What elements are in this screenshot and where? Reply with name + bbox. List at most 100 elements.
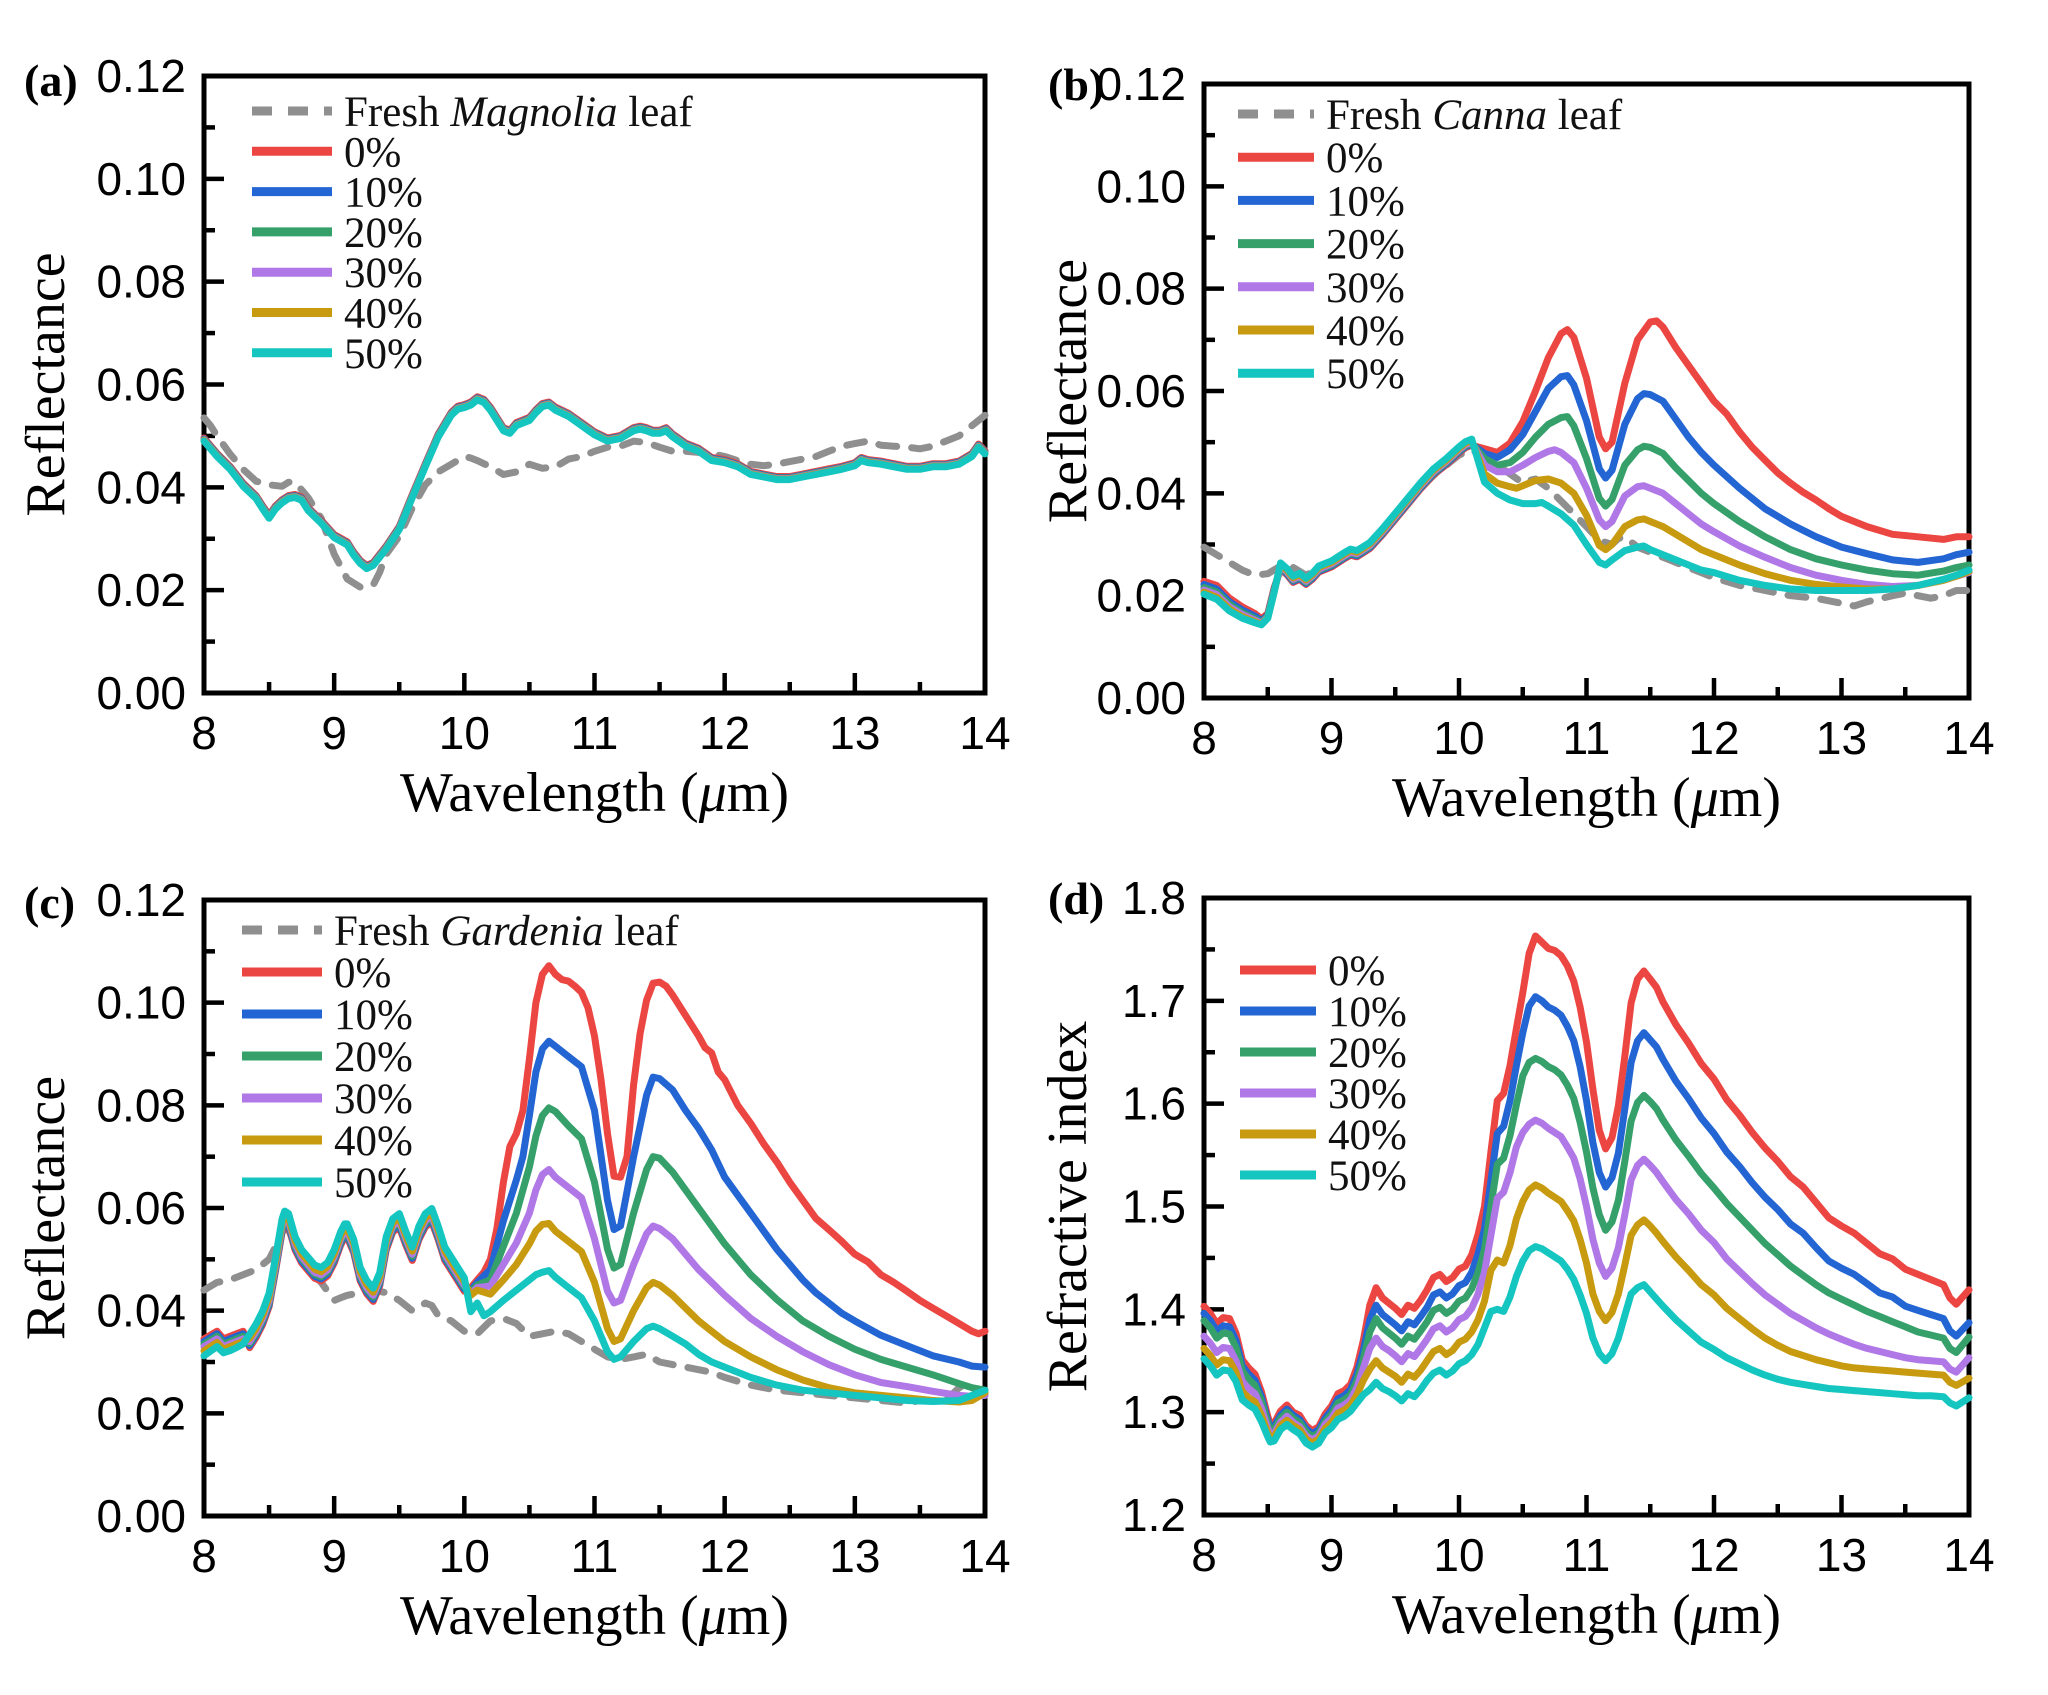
legend-item-20pct: 20% (1238, 222, 1405, 269)
series-lines (200, 962, 989, 1407)
legend-label: 0% (1326, 135, 1383, 182)
legend-item-40pct: 40% (242, 1118, 413, 1165)
legend-item-20pct: 20% (242, 1034, 413, 1081)
x-tick-label: 14 (1943, 1529, 1994, 1581)
x-tick-label: 11 (1563, 1529, 1611, 1581)
x-tick-label: 11 (1563, 712, 1611, 764)
x-tick-label: 12 (1688, 712, 1739, 764)
y-tick-label: 0.12 (1096, 58, 1186, 110)
x-tick-label: 12 (699, 707, 750, 759)
legend-label: 30% (1328, 1071, 1407, 1118)
legend-label: Fresh Magnolia leaf (344, 89, 693, 136)
y-tick-label: 1.8 (1122, 872, 1186, 924)
y-tick-label: 1.4 (1122, 1283, 1186, 1335)
legend-item-10pct: 10% (1240, 989, 1407, 1036)
x-tick-label: 9 (321, 1530, 347, 1582)
y-tick-label: 0.02 (96, 564, 186, 616)
series-fresh-magnolia-leaf (200, 411, 989, 591)
legend-item-30pct: 30% (1238, 265, 1405, 312)
x-tick-label: 13 (829, 1530, 880, 1582)
legend-label: 20% (334, 1034, 413, 1081)
panel-b: (b) 0.00 0.02 0.04 0.06 0.08 0.10 0.12 8 9 10 11 12… (1024, 0, 2048, 848)
y-tick-label: 0.08 (1096, 263, 1186, 315)
x-tick-label: 8 (191, 707, 217, 759)
chart-d: (d) 1.2 1.3 1.4 1.5 1.6 1.7 1.8 8 9 10 11 12 13 14 Wav… (1037, 872, 1995, 1646)
chart-c: (c) 0.00 0.02 0.04 0.06 0.08 0.10 0.12 8 9 10 11 12… (15, 874, 1011, 1647)
y-tick-label: 1.6 (1122, 1078, 1186, 1130)
legend-item-50pct: 50% (252, 331, 423, 378)
x-tick-label: 13 (1816, 1529, 1867, 1581)
legend-label: 40% (1326, 308, 1405, 355)
x-tick-label: 13 (829, 707, 880, 759)
x-tick-label: 14 (1943, 712, 1994, 764)
y-tick-label: 1.2 (1122, 1489, 1186, 1541)
legend-label: 40% (344, 291, 423, 338)
x-tick-label: 10 (439, 1530, 490, 1582)
legend-label: 50% (334, 1160, 413, 1207)
chart-a: (a) 0.00 0.02 0.04 0.06 0.08 0.10 0.12 8 9 10 11 12… (15, 50, 1011, 824)
legend-item-leaf: Fresh Gardenia leaf (242, 908, 679, 955)
panel-label-b: (b) (1048, 59, 1104, 110)
x-axis-title: Wavelength (μm) (1392, 767, 1781, 829)
x-tick-label: 13 (1816, 712, 1867, 764)
y-tick-label: 0.10 (96, 977, 186, 1029)
legend-item-30pct: 30% (242, 1076, 413, 1123)
y-axis-ticks: 1.2 1.3 1.4 1.5 1.6 1.7 1.8 (1122, 872, 1224, 1541)
y-tick-label: 1.7 (1122, 975, 1186, 1027)
legend-label: 40% (334, 1118, 413, 1165)
legend-label: 50% (344, 331, 423, 378)
x-tick-label: 10 (1433, 1529, 1484, 1581)
legend-label: Fresh Gardenia leaf (334, 908, 679, 955)
x-tick-label: 8 (1191, 712, 1217, 764)
legend-item-0pct: 0% (252, 129, 401, 176)
y-axis-title: Reflectance (15, 1076, 77, 1340)
x-tick-label: 9 (1319, 1529, 1345, 1581)
y-axis-ticks: 0.00 0.02 0.04 0.06 0.08 0.10 0.12 (96, 50, 224, 719)
legend-label: 20% (1328, 1030, 1407, 1077)
legend-item-50pct: 50% (242, 1160, 413, 1207)
series-0pct (1200, 932, 1973, 1435)
legend-item-30pct: 30% (252, 250, 423, 297)
series-10pct (200, 394, 989, 570)
x-tick-label: 12 (699, 1530, 750, 1582)
legend-label: 0% (344, 129, 401, 176)
y-tick-label: 0.02 (1096, 570, 1186, 622)
y-tick-label: 0.00 (96, 1490, 186, 1542)
legend-label: 10% (1326, 178, 1405, 225)
legend-label: 20% (1326, 222, 1405, 269)
y-axis-ticks: 0.00 0.02 0.04 0.06 0.08 0.10 0.12 (96, 874, 224, 1542)
legend-label: 50% (1328, 1153, 1407, 1200)
y-tick-label: 0.08 (96, 1079, 186, 1131)
chart-root-c: 0.00 0.02 0.04 0.06 0.08 0.10 0.12 8 9 10 11 12 13 14… (15, 874, 1011, 1647)
chart-b: (b) 0.00 0.02 0.04 0.06 0.08 0.10 0.12 8 9 10 11 12… (1037, 58, 1995, 829)
x-axis-title: Wavelength (μm) (400, 1585, 789, 1647)
series-50pct (200, 1205, 989, 1405)
legend-item-20pct: 20% (252, 210, 423, 257)
legend-item-10pct: 10% (1238, 178, 1405, 225)
y-tick-label: 1.3 (1122, 1386, 1186, 1438)
legend-item-40pct: 40% (252, 291, 423, 338)
x-axis-ticks: 8 9 10 11 12 13 14 (191, 1496, 1011, 1582)
panel-d: (d) 1.2 1.3 1.4 1.5 1.6 1.7 1.8 8 9 10 11 12 13 14 Wav… (1024, 848, 2048, 1695)
y-axis-title: Refractive index (1037, 1021, 1099, 1393)
legend-label: 30% (1326, 265, 1405, 312)
x-tick-label: 9 (321, 707, 347, 759)
legend-label: Fresh Canna leaf (1326, 92, 1623, 139)
y-tick-label: 0.06 (1096, 365, 1186, 417)
x-tick-label: 10 (439, 707, 490, 759)
series-lines (1200, 317, 1973, 629)
y-tick-label: 0.06 (96, 359, 186, 411)
legend-item-leaf: Fresh Canna leaf (1238, 92, 1623, 139)
series-50pct (1200, 435, 1973, 629)
y-tick-label: 0.00 (96, 667, 186, 719)
legend-item-0pct: 0% (1240, 948, 1385, 995)
x-tick-label: 8 (1191, 1529, 1217, 1581)
series-40pct (200, 395, 989, 572)
series-50pct (1200, 1243, 1973, 1451)
x-axis-ticks: 8 9 10 11 12 13 14 (191, 673, 1011, 759)
legend-item-20pct: 20% (1240, 1030, 1407, 1077)
chart-root-b: 0.00 0.02 0.04 0.06 0.08 0.10 0.12 8 9 10 11 12 13 14… (1037, 58, 1995, 829)
x-tick-label: 8 (191, 1530, 217, 1582)
y-tick-label: 0.02 (96, 1387, 186, 1439)
